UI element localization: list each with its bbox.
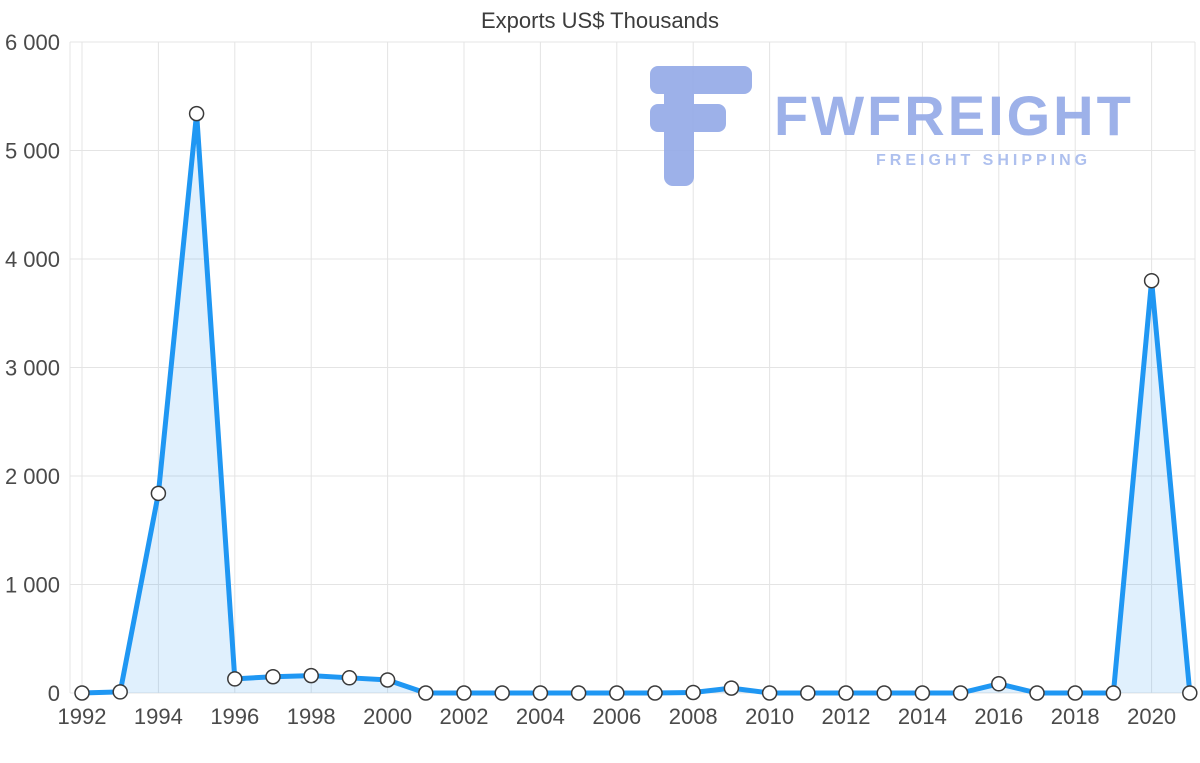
data-point-marker[interactable] [188, 105, 205, 122]
y-tick-label: 3 000 [5, 356, 60, 381]
data-point-marker[interactable] [379, 672, 396, 688]
x-tick-label: 2014 [898, 704, 947, 729]
data-point-marker[interactable] [838, 685, 854, 701]
y-tick-label: 4 000 [5, 247, 60, 272]
data-point-marker[interactable] [112, 684, 128, 700]
x-tick-label: 2012 [822, 704, 871, 729]
x-tick-label: 2002 [440, 704, 489, 729]
chart-title: Exports US$ Thousands [480, 8, 720, 33]
data-point-marker[interactable] [494, 685, 510, 701]
x-tick-label: 1998 [287, 704, 336, 729]
gridlines [69, 41, 1196, 694]
x-tick-label: 2004 [516, 704, 565, 729]
x-axis-tick-labels: 1992 1994 1996 1998 2000 2002 2004 2006 2008 2010… [58, 704, 1177, 729]
y-tick-label: 6 000 [5, 30, 60, 55]
data-point-marker[interactable] [800, 685, 816, 701]
data-point-marker[interactable] [647, 685, 663, 701]
y-tick-label: 0 [48, 681, 60, 706]
data-point-marker[interactable] [1105, 685, 1122, 701]
x-tick-label: 2006 [592, 704, 641, 729]
data-point-marker[interactable] [723, 680, 740, 696]
x-tick-label: 1994 [134, 704, 183, 729]
data-point-marker[interactable] [303, 667, 319, 684]
data-point-marker[interactable] [1143, 272, 1160, 289]
series-area-path [82, 113, 1190, 694]
series-line [79, 111, 1193, 696]
y-tick-label: 5 000 [5, 139, 60, 164]
x-tick-label: 1992 [58, 704, 107, 729]
data-point-marker[interactable] [1067, 685, 1083, 701]
data-point-marker[interactable] [227, 671, 243, 687]
x-tick-label: 2018 [1051, 704, 1100, 729]
data-point-marker[interactable] [150, 485, 167, 502]
data-point-marker[interactable] [952, 685, 969, 701]
data-point-marker[interactable] [570, 685, 587, 701]
data-point-marker[interactable] [685, 684, 701, 701]
data-point-marker[interactable] [456, 685, 472, 701]
data-point-marker[interactable] [1029, 685, 1045, 701]
data-point-marker[interactable] [74, 685, 90, 701]
data-point-marker[interactable] [609, 685, 625, 701]
data-point-marker[interactable] [991, 676, 1007, 692]
data-point-markers [74, 105, 1198, 701]
data-point-marker[interactable] [761, 685, 778, 701]
y-axis-tick-labels: 0 1 000 2 000 3 000 4 000 5 000 6 000 [5, 30, 60, 706]
y-tick-label: 2 000 [5, 464, 60, 489]
data-point-marker[interactable] [914, 685, 931, 701]
area-fill [82, 113, 1190, 694]
series-polyline [79, 111, 1193, 696]
x-tick-label: 2000 [363, 704, 412, 729]
y-tick-label: 1 000 [5, 573, 60, 598]
data-point-marker[interactable] [341, 670, 358, 686]
x-tick-label: 2010 [745, 704, 794, 729]
x-tick-label: 2020 [1127, 704, 1176, 729]
x-tick-label: 2008 [669, 704, 718, 729]
data-point-marker[interactable] [418, 685, 434, 701]
data-point-marker[interactable] [532, 685, 549, 701]
x-tick-label: 1996 [210, 704, 259, 729]
x-tick-label: 2016 [974, 704, 1023, 729]
data-point-marker[interactable] [1182, 685, 1198, 701]
data-point-marker[interactable] [876, 685, 892, 701]
data-point-marker[interactable] [265, 668, 281, 685]
